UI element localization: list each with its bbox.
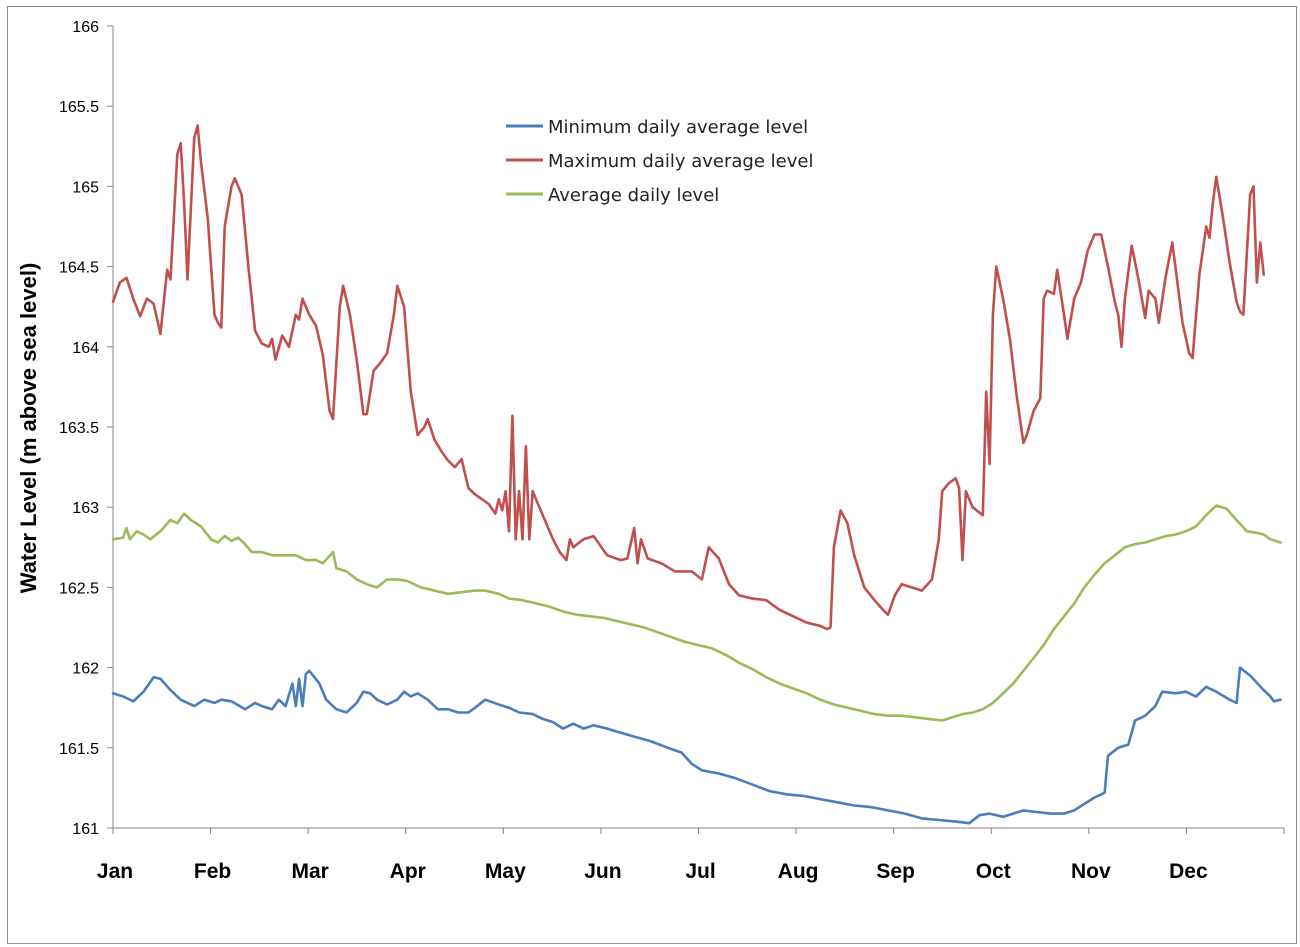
legend-label-3: Average daily level	[548, 185, 719, 206]
series-line-3	[111, 504, 1282, 722]
x-tick-label: May	[485, 860, 526, 883]
x-tick-label: Oct	[976, 860, 1011, 883]
x-tick-label: Jul	[685, 860, 715, 883]
x-tick-label: Feb	[194, 860, 231, 883]
x-tick-label: Nov	[1071, 860, 1111, 883]
x-tick-label: Jun	[584, 860, 621, 883]
y-tick-label: 161.5	[59, 741, 99, 758]
x-tick-label: Jan	[97, 860, 133, 883]
y-tick-label: 163	[72, 500, 99, 517]
series-line-2	[111, 124, 1265, 631]
legend-label-2: Maximum daily average level	[548, 151, 813, 172]
axes: 161 161.5 162 162.5 163 163.5 164 164.5 165 165.5…	[59, 19, 1285, 883]
legend-label-1: Minimum daily average level	[548, 117, 808, 138]
legend: Minimum daily average level Maximum daily…	[506, 117, 813, 206]
y-tick-label: 161	[72, 821, 99, 838]
y-tick-label: 162.5	[59, 580, 99, 597]
y-tick-label: 164	[72, 340, 99, 357]
series-lines	[111, 124, 1282, 825]
y-tick-label: 163.5	[59, 420, 99, 437]
x-tick-label: Mar	[291, 860, 328, 883]
y-axis-label: Water Level (m above sea level)	[16, 263, 41, 594]
y-tick-label: 166	[72, 19, 99, 36]
x-tick-label: Apr	[390, 860, 426, 883]
chart-frame	[7, 6, 1297, 944]
y-tick-label: 165	[72, 179, 99, 196]
y-tick-label: 164.5	[59, 260, 99, 277]
series-line-1	[111, 666, 1282, 825]
x-tick-label: Dec	[1169, 860, 1208, 883]
x-tick-label: Sep	[876, 860, 915, 883]
x-tick-label: Aug	[778, 860, 819, 883]
y-tick-label: 162	[72, 661, 99, 678]
y-tick-label: 165.5	[59, 99, 99, 116]
